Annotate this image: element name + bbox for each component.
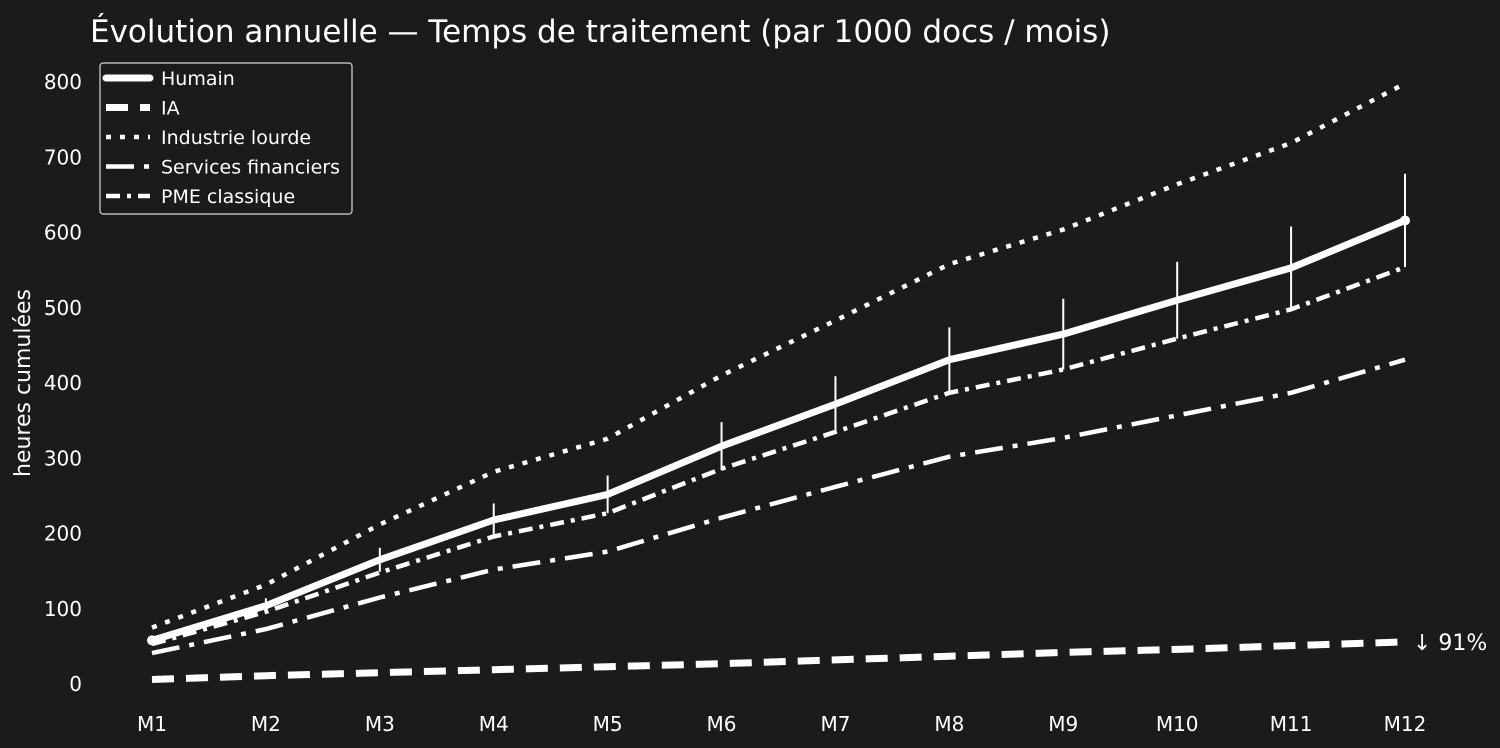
x-tick-label: M3 — [365, 712, 395, 736]
y-tick-label: 400 — [44, 371, 82, 395]
x-tick-label: M8 — [934, 712, 964, 736]
annotation-label: ↓ 91% — [1413, 631, 1487, 656]
y-tick-label: 800 — [44, 70, 82, 94]
legend: Humain IA Industrie lourde Services financi… — [99, 62, 353, 215]
x-tick-label: M1 — [137, 712, 167, 736]
y-tick-label: 600 — [44, 221, 82, 245]
y-tick-label: 200 — [44, 522, 82, 546]
x-tick-label: M2 — [251, 712, 281, 736]
x-tick-label: M11 — [1270, 712, 1313, 736]
chart-title: Évolution annuelle — Temps de traitement… — [90, 14, 1110, 50]
series-line — [151, 357, 1406, 656]
y-tick-label: 700 — [44, 145, 82, 169]
annotations: ↓ 91% — [1413, 631, 1487, 656]
x-tick-label: M6 — [707, 712, 737, 736]
legend-label: IA — [161, 98, 180, 120]
y-axis-label: heures cumulées — [11, 289, 36, 477]
x-tick-label: M7 — [820, 712, 850, 736]
series-line — [151, 638, 1406, 683]
x-tick-label: M5 — [593, 712, 623, 736]
y-tick-label: 0 — [69, 672, 82, 696]
series-line — [148, 217, 1409, 644]
legend-label: Services financiers — [161, 157, 340, 179]
legend-label: Humain — [161, 68, 235, 90]
y-tick-label: 100 — [44, 597, 82, 621]
y-tick-label: 300 — [44, 446, 82, 470]
y-ticks: 0 100 200 300 400 500 600 700 800 — [44, 70, 82, 696]
x-ticks: M1 M2 M3 M4 M5 M6 M7 M8 M9 M10 M11 M12 — [137, 712, 1426, 736]
x-tick-label: M9 — [1048, 712, 1078, 736]
series-marker — [1400, 215, 1410, 226]
legend-label: Industrie lourde — [161, 127, 311, 149]
x-tick-label: M10 — [1156, 712, 1199, 736]
y-tick-label: 500 — [44, 296, 82, 320]
series-line — [151, 264, 1406, 647]
x-tick-label: M12 — [1384, 712, 1427, 736]
series-lines — [147, 81, 1410, 683]
legend-label: PME classique — [161, 186, 295, 208]
legend-box — [99, 62, 353, 215]
series-line — [151, 81, 1407, 630]
x-tick-label: M4 — [479, 712, 509, 736]
